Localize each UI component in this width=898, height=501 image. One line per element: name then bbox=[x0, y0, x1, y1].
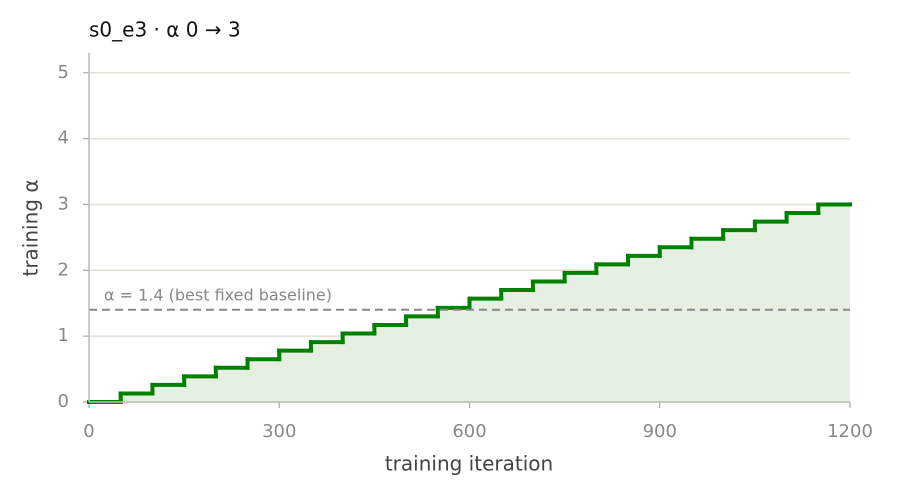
chart-title: s0_e3 · α 0 → 3 bbox=[89, 18, 241, 42]
y-axis-label: training α bbox=[19, 179, 43, 276]
y-tick-label: 0 bbox=[58, 391, 69, 412]
x-tick-label: 300 bbox=[262, 421, 296, 442]
x-axis-label: training iteration bbox=[385, 452, 553, 476]
y-tick-label: 3 bbox=[58, 193, 69, 214]
y-tick-label: 5 bbox=[58, 62, 69, 83]
x-tick-label: 1200 bbox=[827, 421, 873, 442]
x-tick-label: 600 bbox=[452, 421, 486, 442]
y-tick-label: 2 bbox=[58, 259, 69, 280]
x-tick-label: 900 bbox=[643, 421, 677, 442]
y-tick-label: 4 bbox=[58, 128, 69, 149]
y-tick-label: 1 bbox=[58, 325, 69, 346]
x-tick-label: 0 bbox=[83, 421, 94, 442]
baseline-label: α = 1.4 (best fixed baseline) bbox=[104, 285, 332, 304]
